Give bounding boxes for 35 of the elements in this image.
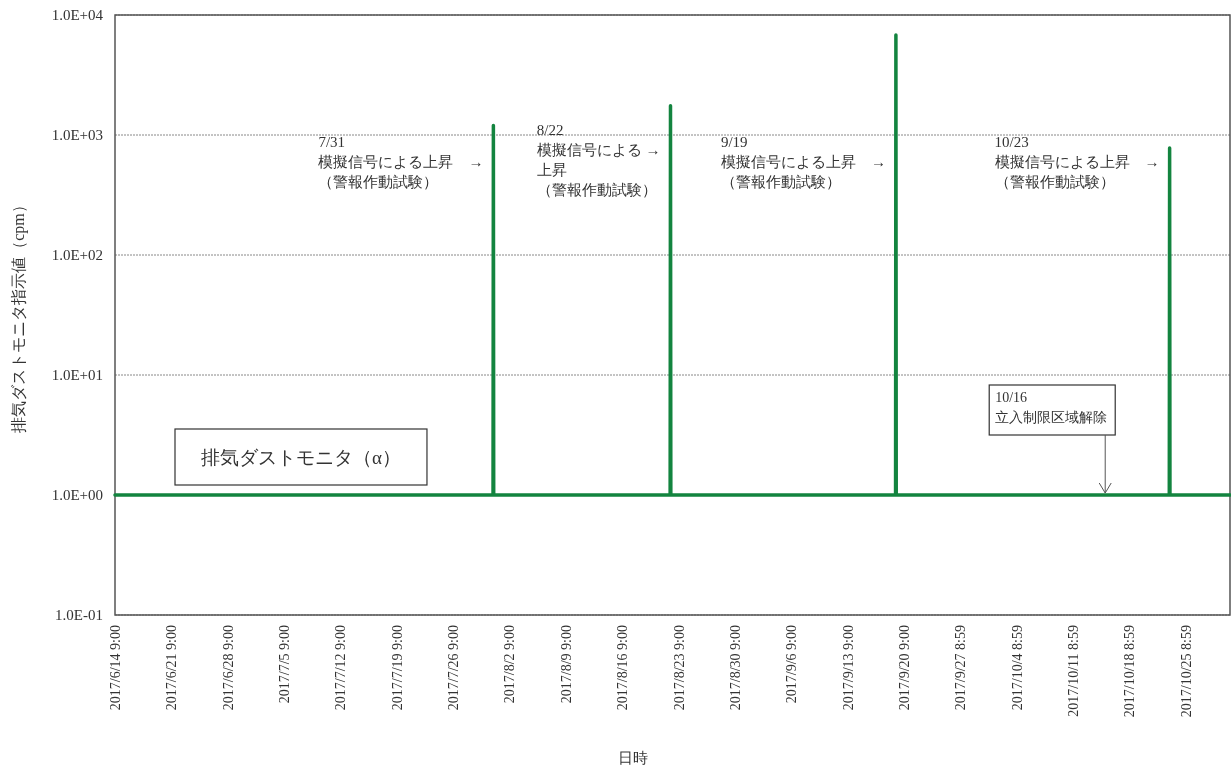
x-tick-label: 2017/8/2 9:00 (502, 625, 518, 704)
annotation: 10/23 模擬信号による上昇 → （警報作動試験） (994, 133, 1160, 190)
x-tick-label: 2017/9/20 9:00 (896, 625, 912, 711)
x-tick-label: 2017/10/25 8:59 (1178, 625, 1194, 718)
series-label: 排気ダストモニタ（α） (201, 447, 401, 468)
y-tick-label: 1.0E-01 (55, 607, 103, 623)
x-tick-label: 2017/7/19 9:00 (389, 625, 405, 711)
x-tick-label: 2017/9/13 9:00 (840, 625, 856, 711)
y-tick-label: 1.0E+00 (51, 487, 103, 503)
x-tick-label: 2017/7/26 9:00 (446, 625, 462, 711)
annotation: 8/22 模擬信号による → 上昇（警報作動試験） (536, 122, 661, 198)
x-tick-label: 2017/10/11 8:59 (1066, 625, 1082, 717)
y-tick-label: 1.0E+02 (51, 247, 103, 263)
annotation: 10/16 立入制限区域解除 (995, 390, 1108, 425)
x-tick-label: 2017/6/28 9:00 (220, 625, 236, 711)
x-tick-label: 2017/10/4 8:59 (1009, 625, 1025, 711)
x-tick-label: 2017/9/6 9:00 (784, 625, 800, 704)
x-tick-label: 2017/7/5 9:00 (277, 625, 293, 704)
y-tick-label: 1.0E+01 (51, 367, 103, 383)
line-series (113, 33, 1231, 497)
x-tick-label: 2017/6/21 9:00 (164, 625, 180, 711)
x-tick-label: 2017/8/30 9:00 (727, 625, 743, 711)
x-tick-label: 2017/10/18 8:59 (1122, 625, 1138, 718)
annotation: 7/31 模擬信号による上昇 → （警報作動試験） (318, 133, 484, 190)
x-axis-title: 日時 (617, 750, 648, 766)
x-tick-label: 2017/9/27 8:59 (953, 625, 969, 711)
x-tick-label: 2017/7/12 9:00 (333, 625, 349, 711)
y-tick-label: 1.0E+03 (51, 127, 103, 143)
x-tick-label: 2017/8/16 9:00 (615, 625, 631, 711)
annotation: 9/19 模擬信号による上昇 → （警報作動試験） (720, 133, 886, 190)
x-tick-label: 2017/8/9 9:00 (558, 625, 574, 704)
y-axis-title: 排気ダストモニタ指示値（cpm） (10, 197, 28, 433)
x-tick-label: 2017/8/23 9:00 (671, 625, 687, 711)
y-tick-label: 1.0E+04 (51, 7, 104, 23)
x-tick-label: 2017/6/14 9:00 (108, 625, 123, 711)
